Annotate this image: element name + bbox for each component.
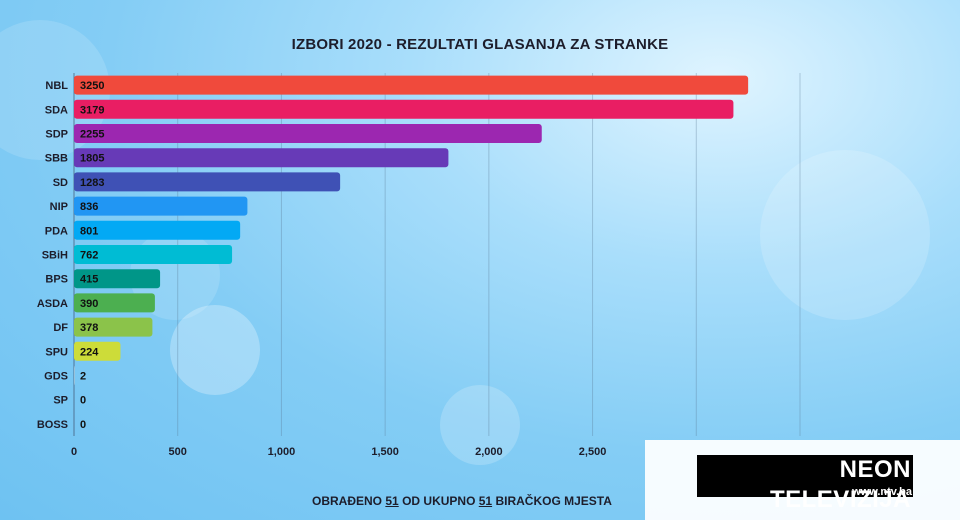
- bar-pda: [74, 220, 241, 240]
- logo-url: www.ntv.ba: [852, 486, 912, 498]
- bar-sbb: [74, 148, 449, 168]
- bar-sbih: [74, 245, 233, 264]
- bokeh-circle: [760, 150, 930, 320]
- bar-spu: [74, 341, 121, 361]
- x-tick-label: 1,500: [371, 446, 399, 458]
- category-label: ASDA: [37, 298, 68, 310]
- footer-middle: OD UKUPNO: [402, 494, 476, 508]
- data-label: 2: [80, 371, 86, 383]
- data-label: 0: [80, 395, 86, 407]
- data-label: 378: [80, 322, 98, 334]
- bokeh-circle: [170, 305, 260, 395]
- data-label: 762: [80, 250, 98, 262]
- bars: [74, 75, 749, 385]
- bar-asda: [74, 293, 155, 313]
- category-label: SPU: [45, 346, 68, 358]
- category-label: BPS: [45, 274, 68, 286]
- bokeh-circle: [440, 385, 520, 465]
- data-label: 836: [80, 201, 98, 213]
- x-tick-label: 1,000: [268, 446, 296, 458]
- bar-nbl: [74, 75, 749, 95]
- footer-status: OBRAĐENO 51 OD UKUPNO 51 BIRAČKOG MJESTA: [312, 494, 612, 508]
- bar-sd: [74, 172, 341, 192]
- data-label: 224: [80, 346, 99, 358]
- data-label: 1283: [80, 177, 104, 189]
- x-tick-label: 2,000: [475, 446, 503, 458]
- footer-total-count: 51: [478, 494, 493, 508]
- bar-nip: [74, 196, 248, 216]
- labels: NBL 3250 SDA 3179 SDP 2255 SBB 1805 SD 1283 NIP 836…: [37, 80, 607, 458]
- bar-df: [74, 317, 153, 337]
- x-tick-label: 0: [71, 446, 77, 458]
- category-label: SBiH: [42, 250, 68, 262]
- data-label: 3179: [80, 104, 104, 116]
- category-label: BOSS: [37, 419, 68, 431]
- data-label: 3250: [80, 80, 104, 92]
- chart-title: IZBORI 2020 - REZULTATI GLASANJA ZA STRA…: [291, 36, 669, 53]
- category-label: NIP: [50, 201, 68, 213]
- category-label: SD: [53, 177, 68, 189]
- data-label: 2255: [80, 129, 104, 141]
- data-label: 0: [80, 419, 86, 431]
- category-label: SBB: [45, 153, 68, 165]
- category-label: SDP: [45, 129, 68, 141]
- data-label: 1805: [80, 153, 104, 165]
- logo-name: NEON TELEVIZIJA: [697, 455, 913, 513]
- x-tick-label: 500: [169, 446, 187, 458]
- category-label: SP: [53, 395, 68, 407]
- category-label: SDA: [45, 104, 68, 116]
- category-label: PDA: [45, 225, 68, 237]
- footer-processed-count: 51: [385, 494, 399, 508]
- data-label: 390: [80, 298, 98, 310]
- category-label: DF: [53, 322, 68, 334]
- bar-sda: [74, 99, 734, 119]
- footer-prefix: OBRAĐENO: [312, 494, 383, 508]
- category-label: NBL: [45, 80, 68, 92]
- bar-bps: [74, 269, 161, 289]
- x-tick-label: 2,500: [579, 446, 607, 458]
- bar-sdp: [74, 124, 542, 143]
- data-label: 801: [80, 225, 98, 237]
- data-label: 415: [80, 274, 98, 286]
- category-label: GDS: [44, 371, 68, 383]
- footer-suffix: BIRAČKOG MJESTA: [495, 494, 612, 508]
